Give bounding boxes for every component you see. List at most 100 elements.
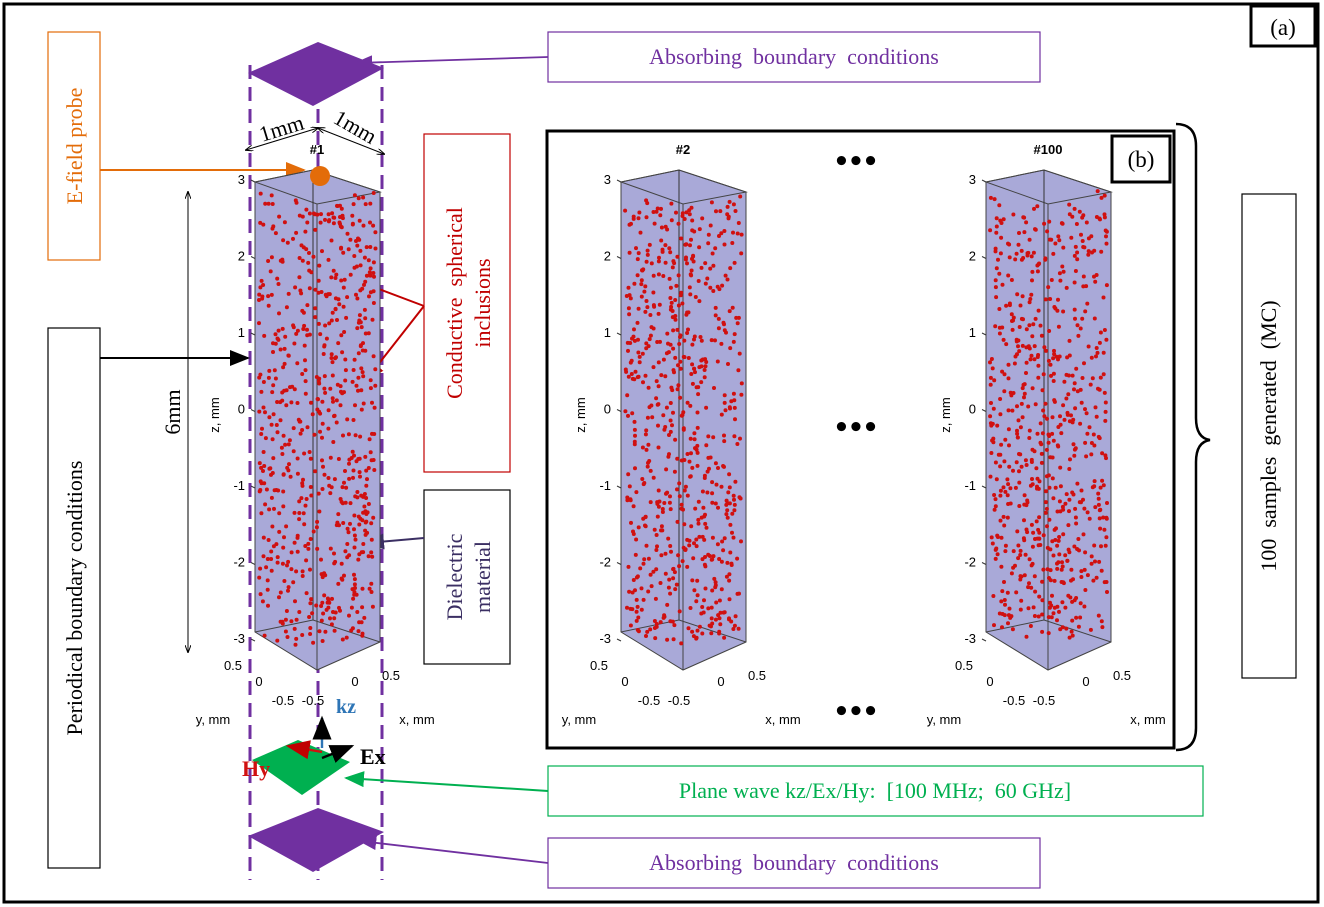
inclusion-dot bbox=[997, 203, 1002, 208]
inclusion-dot bbox=[693, 295, 698, 299]
inclusion-dot bbox=[1075, 323, 1080, 328]
inclusion-dot bbox=[1093, 405, 1098, 410]
inclusion-dot bbox=[659, 528, 663, 533]
z-tick-mark bbox=[981, 409, 987, 412]
inclusion-dot bbox=[297, 499, 302, 504]
inclusion-dot bbox=[1046, 473, 1051, 478]
inclusion-dot bbox=[284, 524, 289, 529]
inclusion-dot bbox=[1102, 390, 1107, 395]
inclusion-dot bbox=[1016, 344, 1020, 349]
inclusion-dot bbox=[355, 326, 360, 331]
inclusion-dot bbox=[637, 210, 642, 215]
inclusion-dot bbox=[1015, 292, 1020, 297]
inclusion-dot bbox=[356, 351, 361, 356]
inclusion-dot bbox=[715, 542, 720, 547]
dim-height: 6mm bbox=[160, 389, 185, 434]
inclusion-dot bbox=[1078, 326, 1083, 331]
inclusion-dot bbox=[658, 213, 663, 218]
inclusion-dot bbox=[1014, 251, 1019, 256]
inclusion-dot bbox=[289, 400, 294, 405]
inclusion-dot bbox=[632, 281, 637, 286]
dim-width-left: 1mm bbox=[256, 110, 307, 147]
inclusion-dot bbox=[355, 243, 360, 248]
inclusion-dot bbox=[321, 611, 326, 616]
inclusion-dot bbox=[340, 216, 345, 221]
inclusion-dot bbox=[728, 346, 733, 351]
inclusion-dot bbox=[994, 216, 999, 221]
inclusion-dot bbox=[307, 332, 312, 337]
inclusion-dot bbox=[1030, 278, 1034, 283]
z-axis-label: z, mm bbox=[938, 397, 953, 432]
inclusion-dot bbox=[1048, 297, 1053, 301]
inclusion-dot bbox=[301, 327, 306, 331]
inclusion-dot bbox=[699, 338, 704, 343]
inclusion-dot bbox=[1092, 484, 1097, 489]
inclusion-dot bbox=[369, 521, 374, 526]
inclusion-dot bbox=[693, 370, 697, 375]
inclusion-dot bbox=[736, 626, 741, 631]
inclusion-dot bbox=[1036, 543, 1041, 548]
inclusion-dot bbox=[277, 511, 282, 516]
inclusion-dot bbox=[360, 631, 365, 636]
inclusion-dot bbox=[289, 550, 294, 555]
inclusion-dot bbox=[369, 537, 374, 542]
z-tick-label: -2 bbox=[964, 555, 976, 570]
inclusion-dot bbox=[370, 317, 375, 322]
inclusion-dot bbox=[308, 601, 313, 606]
inclusion-dot bbox=[1007, 255, 1012, 260]
inclusion-dot bbox=[719, 412, 724, 417]
inclusion-dot bbox=[645, 629, 650, 634]
inclusion-dot bbox=[267, 415, 272, 420]
inclusion-dot bbox=[1002, 613, 1007, 618]
inclusion-dot bbox=[990, 366, 995, 371]
inclusion-dot bbox=[266, 603, 270, 608]
inclusion-dot bbox=[1086, 344, 1091, 349]
y-tick-label: -0.5 bbox=[638, 693, 660, 708]
inclusion-dot bbox=[1103, 228, 1108, 233]
inclusion-dot bbox=[295, 549, 300, 554]
inclusion-dot bbox=[269, 292, 274, 297]
inclusion-dot bbox=[665, 490, 670, 495]
inclusion-dot bbox=[665, 602, 670, 607]
inclusion-dot bbox=[679, 236, 684, 241]
inclusion-dot bbox=[1048, 600, 1052, 605]
inclusion-dot bbox=[673, 587, 678, 592]
inclusion-dot bbox=[651, 365, 656, 370]
inclusion-dot bbox=[1028, 357, 1033, 362]
inclusion-dot bbox=[713, 617, 718, 622]
inclusion-dot bbox=[722, 610, 727, 615]
inclusion-dot bbox=[703, 357, 708, 362]
inclusion-dot bbox=[1041, 567, 1046, 572]
z-tick-mark bbox=[250, 256, 256, 259]
inclusion-dot bbox=[728, 550, 733, 555]
inclusion-dot bbox=[368, 245, 373, 249]
inclusion-dot bbox=[1006, 482, 1011, 487]
inclusion-dot bbox=[358, 248, 363, 253]
inclusion-dot bbox=[1024, 220, 1029, 225]
inclusion-dot bbox=[321, 352, 326, 356]
inclusion-dot bbox=[1038, 323, 1043, 328]
inclusion-dot bbox=[711, 554, 716, 559]
absorbing-bottom-box bbox=[547, 837, 1041, 889]
inclusion-dot bbox=[286, 559, 291, 564]
inclusion-dot bbox=[1044, 489, 1048, 494]
inclusion-dot bbox=[679, 458, 684, 463]
absorbing-plate-top bbox=[248, 42, 384, 106]
inclusion-dot bbox=[257, 575, 262, 580]
inclusion-dot bbox=[703, 521, 708, 526]
inclusion-dot bbox=[690, 342, 695, 347]
inclusion-dot bbox=[333, 610, 338, 615]
inclusion-dot bbox=[725, 277, 730, 282]
inclusion-dot bbox=[676, 363, 680, 368]
inclusion-dot bbox=[1038, 421, 1043, 426]
inclusion-dot bbox=[320, 421, 325, 426]
inclusion-dot bbox=[992, 507, 997, 512]
inclusion-dot bbox=[1088, 382, 1093, 387]
inclusion-dot bbox=[1066, 523, 1071, 528]
inclusion-dot bbox=[1098, 526, 1103, 531]
inclusion-dot bbox=[1060, 560, 1064, 565]
inclusion-dot bbox=[695, 578, 700, 583]
inclusion-dot bbox=[993, 504, 998, 509]
inclusion-dot bbox=[1047, 219, 1052, 224]
inclusion-dot bbox=[365, 477, 369, 482]
